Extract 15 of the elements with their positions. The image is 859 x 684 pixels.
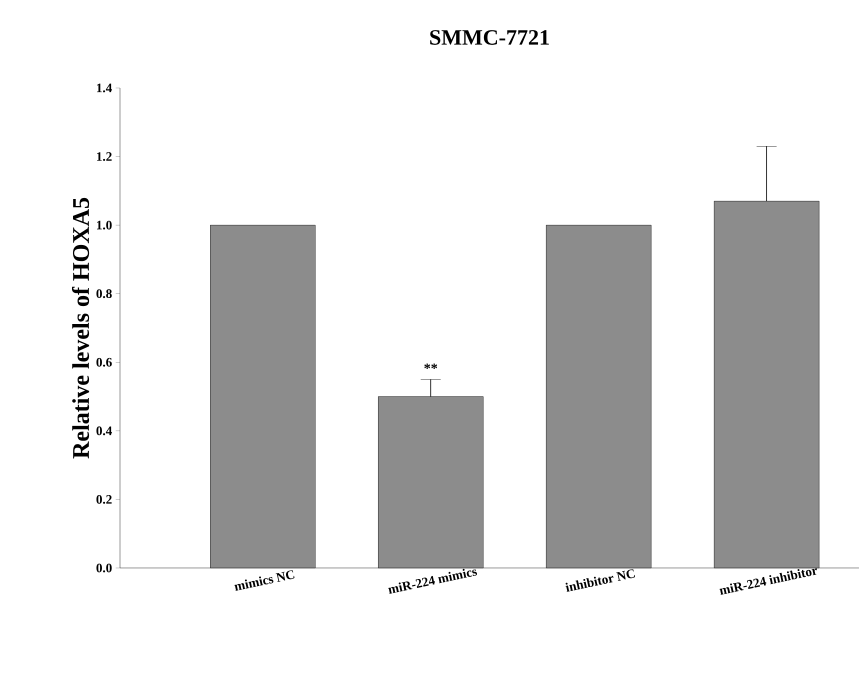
y-tick-label: 0.4	[96, 426, 112, 436]
x-tick-label: miR-224 mimics	[388, 568, 477, 594]
chart-title: SMMC-7721	[430, 30, 549, 45]
x-tick-label: mimics NC	[234, 570, 294, 591]
y-tick-label: 0.0	[96, 564, 112, 572]
y-tick-label: 0.8	[96, 289, 112, 298]
y-tick-label: 0.6	[96, 358, 112, 367]
x-tick-label: miR-224 inhibitor	[719, 568, 818, 595]
y-tick-label: 1.4	[96, 84, 112, 92]
y-tick-label: 0.2	[96, 495, 112, 504]
y-axis-title: Relative levels of HOXA5	[72, 198, 90, 459]
annotation: **	[424, 364, 438, 369]
y-tick-label: 1.0	[96, 220, 112, 230]
y-tick-label: 1.2	[96, 152, 112, 161]
x-tick-label: inhibitor NC	[566, 569, 635, 592]
